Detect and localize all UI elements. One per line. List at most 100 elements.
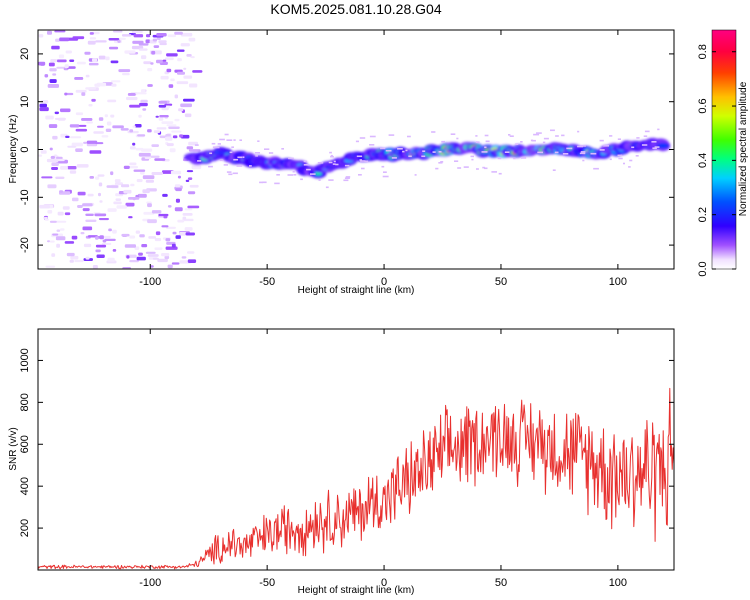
ridge-speckle <box>531 139 536 142</box>
noise-speckle <box>101 135 109 138</box>
noise-speckle <box>77 191 86 196</box>
noise-speckle <box>186 170 194 173</box>
noise-speckle <box>184 227 193 231</box>
ridge-speckle <box>450 133 456 135</box>
ridge-speckle <box>577 130 580 133</box>
noise-speckle <box>129 129 134 133</box>
noise-speckle <box>75 128 88 132</box>
ridge-speckle <box>219 159 224 162</box>
ridge-speckle <box>259 181 263 184</box>
ridge-speckle <box>508 134 511 136</box>
snr-y-tick-label: 600 <box>19 435 31 453</box>
noise-speckle <box>125 202 135 207</box>
colorbar-title: Normalized spectral amplitude <box>738 81 749 216</box>
ridge-speckle <box>330 154 333 157</box>
ridge-speckle <box>470 155 474 158</box>
noise-speckle <box>104 238 116 241</box>
noise-speckle <box>154 238 162 242</box>
noise-speckle <box>60 108 71 113</box>
ridge-speckle <box>360 160 366 162</box>
noise-speckle <box>140 171 145 175</box>
snr-x-tick-label: -50 <box>259 577 275 589</box>
noise-speckle <box>95 244 107 248</box>
noise-speckle <box>188 37 196 42</box>
ridge-speckle <box>440 161 444 163</box>
noise-speckle <box>60 228 65 231</box>
noise-speckle <box>159 115 169 118</box>
noise-speckle <box>130 183 135 187</box>
noise-speckle <box>169 148 176 153</box>
ridge-speckle <box>208 165 213 168</box>
noise-speckle <box>38 34 44 38</box>
noise-speckle <box>160 75 169 80</box>
ridge-speckle <box>643 135 648 137</box>
noise-speckle <box>54 30 66 33</box>
noise-speckle <box>113 30 123 33</box>
noise-speckle <box>98 182 103 187</box>
noise-speckle <box>166 124 177 127</box>
noise-speckle <box>47 184 57 189</box>
noise-speckle <box>83 141 88 144</box>
noise-speckle <box>186 146 194 150</box>
noise-speckle <box>123 189 132 194</box>
noise-speckle <box>156 59 163 64</box>
noise-speckle <box>151 210 162 214</box>
noise-speckle <box>40 150 47 154</box>
noise-speckle <box>153 130 161 134</box>
ridge-speckle <box>623 162 625 165</box>
noise-speckle <box>108 38 120 41</box>
noise-speckle <box>186 54 192 57</box>
colorbar-tick-label: 0.6 <box>697 98 709 113</box>
ridge-speckle <box>219 138 225 141</box>
ridge-speckle <box>580 145 586 147</box>
noise-speckle <box>89 150 102 154</box>
ridge-speckle <box>577 145 583 148</box>
ridge-speckle <box>651 141 657 143</box>
noise-speckle <box>150 155 160 158</box>
snr-y-axis-title: SNR (v/v) <box>8 427 19 470</box>
ridge-speckle <box>257 140 260 142</box>
noise-speckle <box>131 45 144 50</box>
noise-speckle <box>47 30 52 35</box>
noise-speckle <box>49 79 57 83</box>
ridge-speckle <box>481 151 488 153</box>
noise-speckle <box>187 251 195 254</box>
noise-speckle <box>66 252 75 257</box>
noise-speckle <box>52 73 57 76</box>
spectrogram-x-tick-label: 100 <box>609 276 627 288</box>
noise-speckle <box>157 258 168 263</box>
noise-speckle <box>121 233 130 237</box>
noise-speckle <box>177 175 181 179</box>
noise-speckle <box>167 205 172 208</box>
noise-speckle <box>76 61 86 65</box>
ridge-speckle <box>513 157 516 160</box>
noise-speckle <box>138 252 143 256</box>
noise-speckle <box>104 114 108 118</box>
ridge-speckle <box>435 167 439 170</box>
noise-speckle <box>126 255 130 259</box>
noise-speckle <box>69 59 75 62</box>
noise-speckle <box>44 74 49 78</box>
ridge-layer <box>184 137 671 179</box>
noise-speckle <box>89 37 97 40</box>
ridge-speckle <box>463 166 469 168</box>
noise-speckle <box>153 45 160 48</box>
noise-speckle <box>166 53 178 57</box>
noise-speckle <box>138 114 142 118</box>
ridge-speckle <box>287 174 294 176</box>
noise-speckle <box>41 100 49 104</box>
noise-speckle <box>105 128 112 132</box>
ridge-speckle <box>358 174 362 176</box>
noise-speckle <box>129 165 138 169</box>
noise-speckle <box>110 171 114 176</box>
noise-speckle <box>184 113 192 118</box>
noise-speckle <box>114 182 123 186</box>
noise-speckle <box>52 233 59 236</box>
noise-speckle <box>120 128 129 131</box>
ridge-speckle <box>652 147 657 149</box>
noise-speckle <box>124 244 136 248</box>
noise-speckle <box>171 130 182 133</box>
noise-speckle <box>50 59 58 63</box>
ridge-speckle <box>421 155 426 158</box>
ridge-speckle <box>306 168 311 171</box>
